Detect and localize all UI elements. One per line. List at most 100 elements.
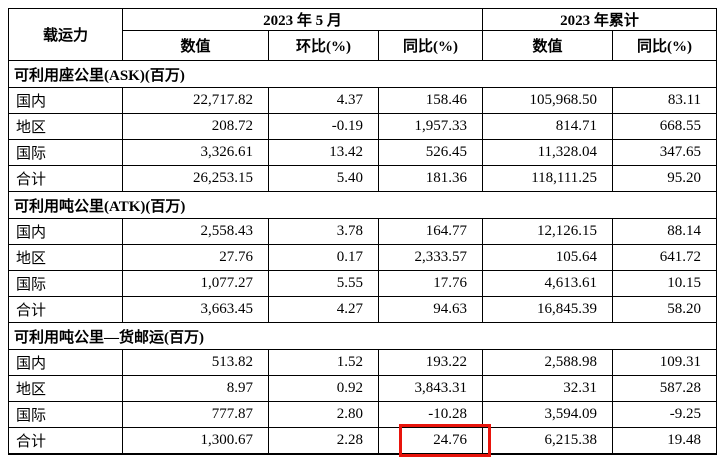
table-row: 国际 777.87 2.80 -10.28 3,594.09 -9.25 [8,401,718,428]
cell-value: -0.19 [268,113,379,140]
capacity-table: 载运力 2023 年 5 月 2023 年累计 数值 环比(%) 同比(%) 数… [7,8,718,457]
cell-value: 58.20 [612,296,718,323]
cell-value: 1,300.67 [122,427,269,454]
cell-value: 2,588.98 [482,349,614,376]
cell-value: 777.87 [122,401,269,428]
cell-value: 668.55 [612,113,718,140]
cell-value: 109.31 [612,349,718,376]
row-label: 国际 [8,401,123,428]
section-row-atk: 可利用吨公里(ATK)(百万) [7,191,718,219]
col-group-2023-cumulative: 2023 年累计 [482,8,718,31]
cell-value: 641.72 [612,244,718,271]
cell-value: 3,663.45 [122,296,269,323]
cell-value: -10.28 [377,401,484,428]
cell-value: 8.97 [122,375,269,402]
table-row: 国内 2,558.43 3.78 164.77 12,126.15 88.14 [8,218,718,245]
cell-value: 2,558.43 [122,218,269,245]
row-label: 合计 [8,165,123,192]
cell-value: 3,326.61 [122,139,269,166]
col-header-yoy-pct-cumulative: 同比(%) [612,30,718,61]
cell-value: 2.28 [268,427,379,454]
cell-value: 0.17 [268,244,379,271]
col-header-yoy-pct: 同比(%) [377,30,484,61]
cell-value: 158.46 [377,87,484,114]
cell-value: 3,594.09 [482,401,614,428]
col-header-value-cumulative: 数值 [482,30,614,61]
cell-value: 95.20 [612,165,718,192]
cell-value: 26,253.15 [122,165,269,192]
cell-value: 4,613.61 [482,270,614,297]
highlighted-value: 24.76 [433,431,468,448]
header-row: 数值 环比(%) 同比(%) 数值 同比(%) [9,30,718,61]
table-row: 合计 26,253.15 5.40 181.36 118,111.25 95.2… [8,165,718,192]
cell-value: 0.92 [268,375,379,402]
table-row: 合计 1,300.67 2.28 24.76 6,215.38 19.48 [8,424,718,457]
table-row: 国际 3,326.61 13.42 526.45 11,328.04 347.6… [8,139,718,166]
cell-value: 193.22 [377,349,484,376]
row-label: 地区 [8,244,123,271]
table-row: 国内 22,717.82 4.37 158.46 105,968.50 83.1… [8,87,718,114]
section-title: 可利用吨公里(ATK)(百万) [7,191,718,219]
cell-value: -9.25 [612,401,718,428]
cell-value: 1,077.27 [122,270,269,297]
cell-value: 4.27 [268,296,379,323]
row-label: 国际 [8,270,123,297]
cell-value: 2,333.57 [377,244,484,271]
section-row-ask: 可利用座公里(ASK)(百万) [7,60,718,88]
header-group-row: 载运力 2023 年 5 月 2023 年累计 [8,8,718,61]
row-label: 国内 [8,218,123,245]
cell-value: 3,843.31 [377,375,484,402]
row-label: 地区 [8,375,123,402]
table-row: 国内 513.82 1.52 193.22 2,588.98 109.31 [8,349,718,376]
cell-value: 11,328.04 [482,139,614,166]
cell-value: 19.48 [612,427,718,454]
cell-value: 513.82 [122,349,269,376]
cell-value: 208.72 [122,113,269,140]
corner-header-carrying-capacity: 载运力 [8,8,123,61]
cell-value: 164.77 [377,218,484,245]
cell-value: 118,111.25 [482,165,614,192]
cell-value: 16,845.39 [482,296,614,323]
cell-value: 5.55 [268,270,379,297]
row-label: 国内 [8,349,123,376]
row-label: 国际 [8,139,123,166]
cell-value: 1,957.33 [377,113,484,140]
section-title: 可利用吨公里—货邮运(百万) [7,322,718,350]
cell-value: 13.42 [268,139,379,166]
cell-value: 27.76 [122,244,269,271]
cell-value: 526.45 [377,139,484,166]
section-row-cargo: 可利用吨公里—货邮运(百万) [7,322,718,350]
cell-value: 32.31 [482,375,614,402]
cell-value: 347.65 [612,139,718,166]
row-label: 合计 [8,427,123,454]
table-row: 地区 27.76 0.17 2,333.57 105.64 641.72 [8,244,718,271]
cell-value: 6,215.38 [482,427,614,454]
cell-value: 105,968.50 [482,87,614,114]
cell-value: 83.11 [612,87,718,114]
col-header-value-may: 数值 [122,30,269,61]
row-label: 合计 [8,296,123,323]
cell-value: 1.52 [268,349,379,376]
cell-value: 814.71 [482,113,614,140]
cell-value: 94.63 [377,296,484,323]
row-label: 地区 [8,113,123,140]
cell-value: 5.40 [268,165,379,192]
cell-value-highlighted: 24.76 [377,424,492,457]
cell-value: 587.28 [612,375,718,402]
col-header-mom-pct: 环比(%) [268,30,379,61]
table-row: 合计 3,663.45 4.27 94.63 16,845.39 58.20 [8,296,718,323]
cell-value: 22,717.82 [122,87,269,114]
col-group-2023-may: 2023 年 5 月 [121,8,484,31]
cell-value: 10.15 [612,270,718,297]
cell-value: 105.64 [482,244,614,271]
table-row: 地区 208.72 -0.19 1,957.33 814.71 668.55 [8,113,718,140]
cell-value: 2.80 [268,401,379,428]
cell-value: 17.76 [377,270,484,297]
cell-value: 88.14 [612,218,718,245]
table-row: 地区 8.97 0.92 3,843.31 32.31 587.28 [8,375,718,402]
cell-value: 181.36 [377,165,484,192]
cell-value: 3.78 [268,218,379,245]
row-label: 国内 [8,87,123,114]
section-title: 可利用座公里(ASK)(百万) [7,60,718,88]
